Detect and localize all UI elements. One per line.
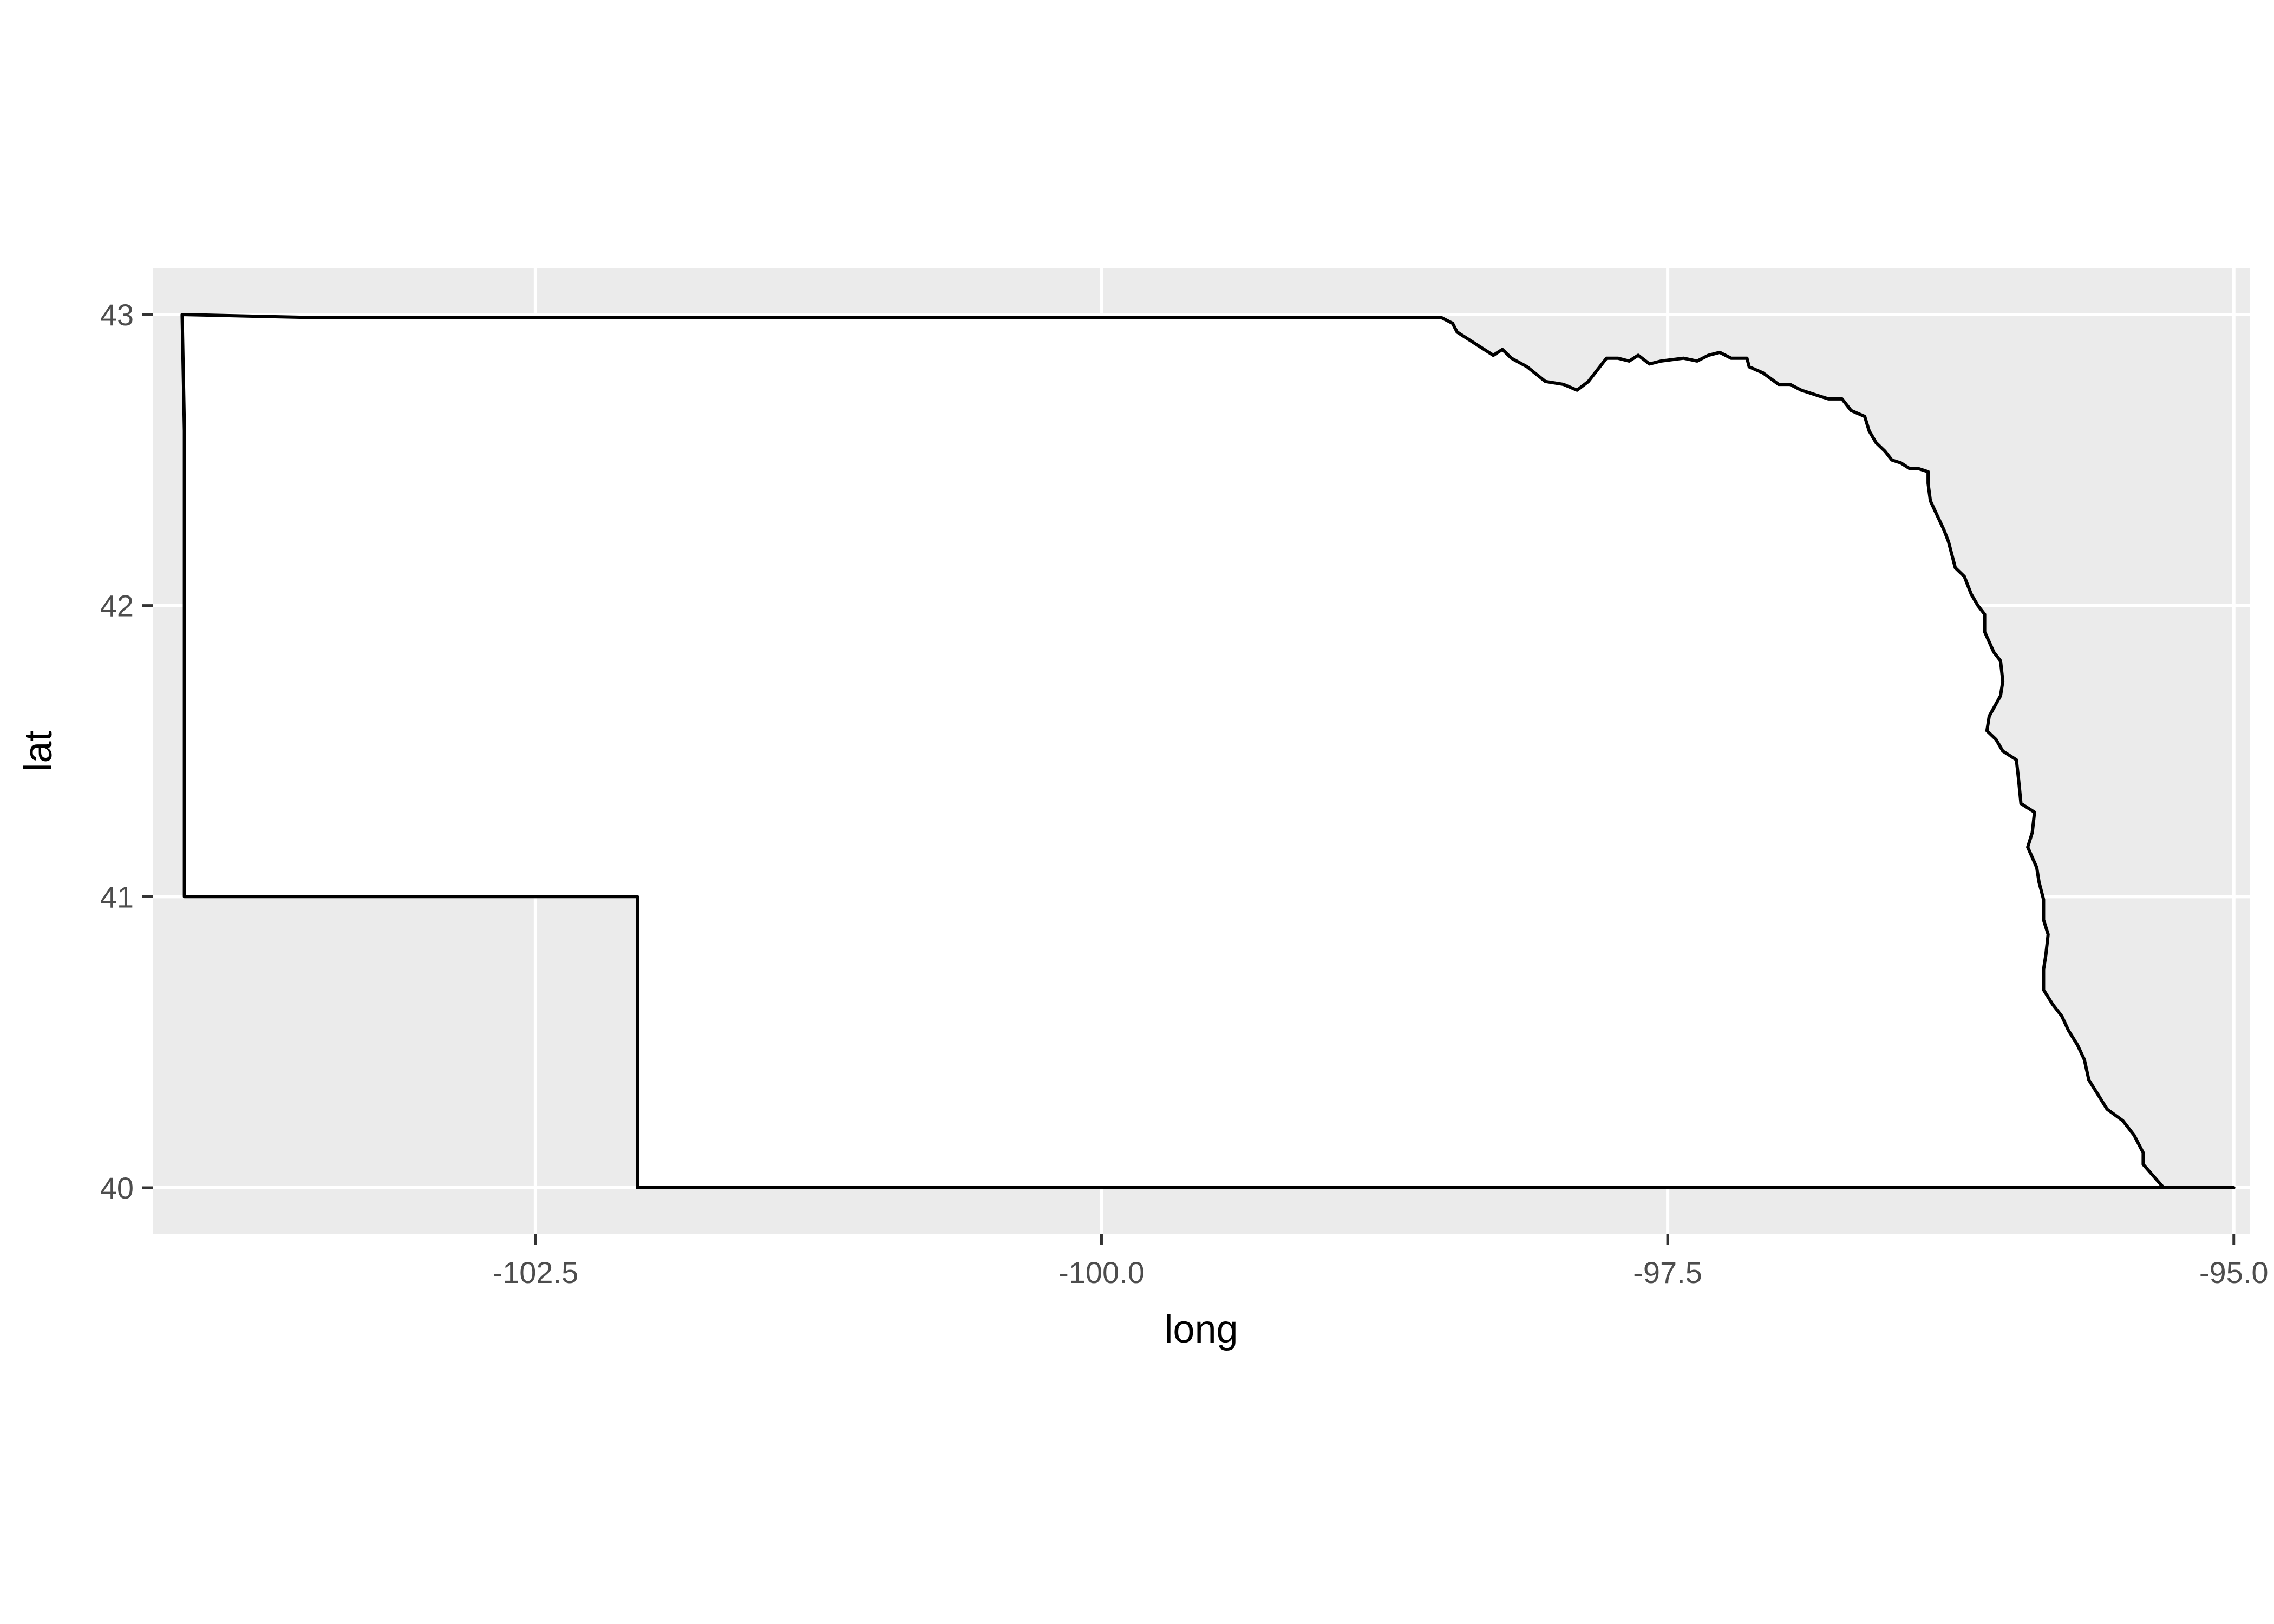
y-axis-title: lat <box>17 730 60 771</box>
x-tick-label: -97.5 <box>1633 1255 1702 1289</box>
y-tick-label: 40 <box>100 1171 134 1205</box>
x-axis-title: long <box>1164 1308 1238 1351</box>
x-axis: -102.5 -100.0 -97.5 -95.0 <box>492 1234 2269 1289</box>
y-tick-label: 43 <box>100 298 134 332</box>
y-tick-label: 41 <box>100 880 134 914</box>
y-tick-label: 42 <box>100 589 134 623</box>
x-tick-label: -100.0 <box>1058 1255 1145 1289</box>
state-outline <box>180 313 2236 1189</box>
y-axis: 40 41 42 43 <box>100 298 153 1205</box>
x-tick-label: -102.5 <box>492 1255 578 1289</box>
x-tick-label: -95.0 <box>2199 1255 2269 1289</box>
